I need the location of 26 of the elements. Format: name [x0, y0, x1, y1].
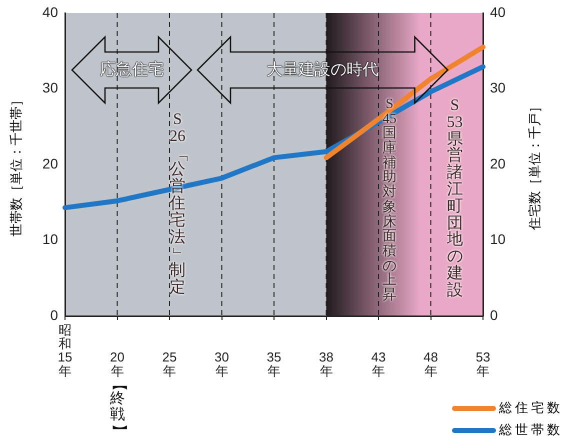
- legend-label: 総住宅数: [499, 399, 563, 417]
- y-axis-title: 世帯数［単位：千世帯］: [7, 93, 24, 236]
- y2-tick-label: 20: [490, 155, 506, 172]
- x-tick-label: 43年: [371, 350, 386, 378]
- x-tick-label: 48年: [424, 350, 438, 378]
- x-tick-label: 35年: [266, 350, 282, 378]
- y-tick-label: 10: [42, 231, 58, 248]
- y-tick-label: 30: [42, 80, 58, 96]
- y2-tick-label: 10: [490, 231, 506, 248]
- text: 【終戦】: [109, 376, 126, 439]
- y2-tick-label: 30: [490, 80, 506, 96]
- y-tick-label: 0: [50, 306, 58, 323]
- x-tick-label: 20年: [110, 350, 124, 378]
- y2-axis-title: 住宅数［単位：千戸］: [526, 100, 543, 230]
- y2-tick-label: 40: [490, 4, 506, 20]
- x-tick-label: 昭和15年: [58, 322, 72, 378]
- y2-tick-label: 0: [490, 306, 498, 323]
- text: S53県営諸江町団地の建設: [446, 97, 463, 299]
- legend-label: 総世帯数: [499, 421, 563, 439]
- x-tick-label: 25年: [162, 350, 177, 378]
- x-tick-label: 53年: [476, 350, 490, 378]
- y-tick-label: 20: [42, 155, 58, 172]
- x-tick-label: 30年: [214, 350, 229, 378]
- annotation: 応急住宅: [100, 60, 164, 80]
- y-tick-label: 40: [42, 4, 58, 20]
- x-tick-label: 38年: [319, 350, 334, 378]
